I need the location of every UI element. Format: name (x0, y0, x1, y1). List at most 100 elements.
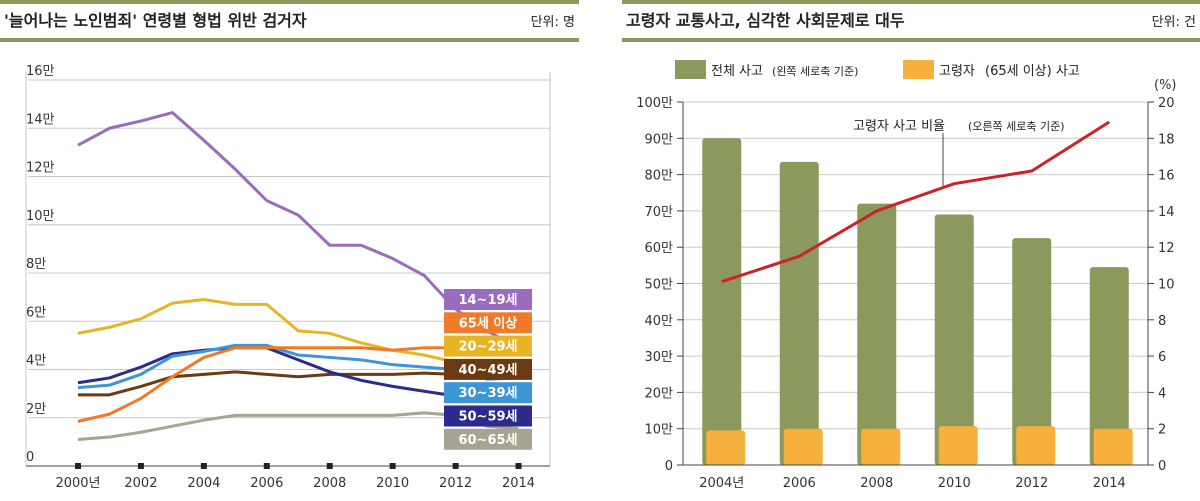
left-legend: 14~19세 65세 이상 20~29세 40~49세 30~39세 50~59세 60~6… (444, 289, 532, 450)
elderly-accident-bar (1093, 428, 1133, 465)
total-accident-bar (1012, 238, 1052, 465)
legend-label: 20~29세 (458, 340, 517, 355)
total-accident-bar (934, 214, 974, 465)
ratio-line (721, 120, 1111, 284)
total-accident-bar (857, 203, 897, 465)
total-accident-bar (779, 161, 819, 465)
y-tick-label: 14만 (26, 112, 55, 127)
y-tick-label: 0 (26, 450, 34, 465)
right-y-tick-label: 4 (1158, 386, 1166, 401)
left-y-tick-label: 20만 (644, 386, 673, 401)
right-y-tick-label: 12 (1158, 241, 1175, 256)
left-y-tick-label: 0 (665, 459, 673, 474)
x-tick-mark (200, 463, 207, 469)
top-bar (0, 0, 579, 4)
left-chart-title: '늘어나는 노인범죄' 연령별 형법 위반 검거자 (4, 11, 307, 30)
x-tick-mark (75, 463, 81, 469)
x-tick-label: 2002 (124, 476, 157, 491)
y-tick-label: 8만 (26, 257, 46, 272)
right-bars (702, 138, 1133, 466)
right-y-tick-label: 2 (1158, 423, 1166, 438)
left-y-axis: 0 2만 4만 6만 8만 10만 12만 14만 16만 (26, 64, 55, 465)
right-axes: 0 10만 20만 30만 40만 50만 60만 70만 80만 90만 100만 0 2 4 6 8 10 1… (636, 78, 1176, 491)
right-ratio-line: 고령자 사고 비율 (오른쪽 세로축 기준) (721, 119, 1111, 284)
legend-label: 14~19세 (458, 293, 517, 308)
legend-swatch (444, 382, 532, 404)
x-tick-mark (263, 463, 270, 469)
x-tick-mark (326, 463, 333, 469)
y-tick-label: 4만 (26, 354, 46, 369)
elderly-accident-bar (783, 428, 823, 465)
legend-label: 고령자 (939, 64, 975, 79)
elderly-accident-bar (1016, 426, 1056, 465)
title-underline (622, 38, 1200, 42)
x-tick-mark (389, 463, 396, 469)
legend-swatch (444, 312, 532, 334)
x-tick-label: 2004년 (699, 476, 744, 491)
right-chart-unit: 단위: 건 (1152, 15, 1196, 30)
right-y-tick-label: 16 (1158, 169, 1175, 184)
legend-label: 60~65세 (458, 433, 517, 448)
elderly-accident-bar (706, 430, 746, 465)
y-tick-label: 6만 (26, 305, 46, 320)
left-y-tick-label: 80만 (644, 169, 673, 184)
left-y-tick-label: 10만 (644, 423, 673, 438)
annotation-note: (오른쪽 세로축 기준) (968, 120, 1065, 133)
legend-swatch (444, 335, 532, 357)
legend-label: 65세 이상 (459, 315, 518, 331)
right-y-tick-label: 14 (1158, 205, 1175, 220)
legend-swatch (444, 405, 532, 427)
x-tick-label: 2012 (1015, 476, 1048, 491)
right-grid (683, 101, 1148, 430)
right-y-tick-label: 0 (1158, 459, 1166, 474)
legend-label: 30~39세 (458, 386, 517, 401)
left-y-tick-label: 60만 (644, 241, 673, 256)
x-tick-label: 2010 (938, 476, 971, 491)
x-tick-mark (515, 463, 522, 469)
legend-swatch (675, 60, 706, 79)
x-tick-mark (137, 463, 144, 469)
x-tick-label: 2014 (1093, 476, 1126, 491)
legend-swatch (903, 60, 934, 79)
x-tick-label: 2004 (187, 476, 220, 491)
x-tick-label: 2008 (860, 476, 893, 491)
left-y-tick-label: 40만 (644, 314, 673, 329)
total-accident-bar (702, 138, 742, 466)
left-y-tick-label: 90만 (644, 132, 673, 147)
total-accident-bar (1089, 267, 1129, 465)
x-tick-label: 2014 (502, 476, 535, 491)
left-y-tick-label: 100만 (636, 96, 673, 111)
x-tick-label: 2012 (439, 476, 472, 491)
legend-swatch (444, 428, 532, 450)
y-tick-label: 10만 (26, 209, 55, 224)
title-underline (0, 38, 579, 42)
top-bar (622, 0, 1200, 4)
elderly-accident-bar (938, 426, 978, 465)
left-x-axis: 2000년 2002 2004 2006 2008 2010 2012 2014 (55, 463, 535, 491)
y-tick-label: 16만 (26, 64, 55, 79)
x-tick-label: 2000년 (55, 476, 100, 491)
y-tick-label: 2만 (26, 402, 46, 417)
x-tick-label: 2006 (250, 476, 283, 491)
x-tick-label: 2008 (313, 476, 346, 491)
left-chart-panel: '늘어나는 노인범죄' 연령별 형법 위반 검거자 단위: 명 14~19세 65… (0, 0, 579, 491)
legend-label: 전체 사고 (711, 64, 763, 79)
right-y-tick-label: 10 (1158, 278, 1175, 293)
left-chart-unit: 단위: 명 (531, 15, 575, 30)
legend-swatch (444, 289, 532, 310)
left-y-tick-label: 50만 (644, 278, 673, 293)
right-legend: 전체 사고 (왼쪽 세로축 기준) 고령자 (65세 이상) 사고 (675, 60, 1080, 79)
elderly-accident-bar (861, 428, 901, 465)
legend-swatch (444, 358, 532, 380)
right-y-tick-label: 8 (1158, 314, 1166, 329)
right-y-tick-label: 6 (1158, 350, 1166, 365)
right-y-tick-label: 20 (1158, 96, 1175, 111)
y-tick-label: 12만 (26, 161, 55, 176)
annotation-label: 고령자 사고 비율 (853, 119, 945, 134)
legend-note: (왼쪽 세로축 기준) (772, 64, 858, 78)
right-axis-unit: (%) (1154, 78, 1177, 93)
x-tick-label: 2010 (376, 476, 409, 491)
left-y-tick-label: 70만 (644, 205, 673, 220)
legend-label: 40~49세 (458, 363, 517, 378)
